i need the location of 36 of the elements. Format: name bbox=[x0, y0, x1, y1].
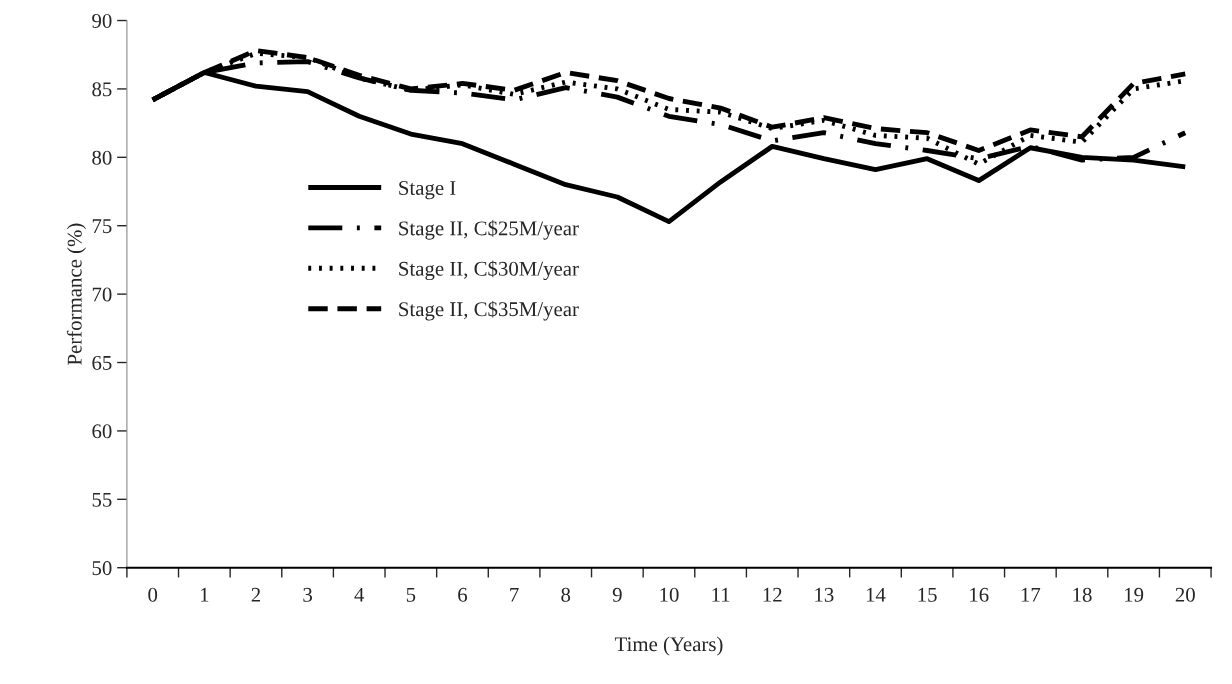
y-tick-label: 55 bbox=[92, 492, 112, 507]
x-tick-label: 3 bbox=[303, 587, 312, 602]
y-axis-title: Performance (%) bbox=[66, 223, 86, 365]
x-tick-label: 17 bbox=[1021, 587, 1041, 602]
x-tick-label: 11 bbox=[712, 587, 730, 602]
y-tick-label: 60 bbox=[92, 424, 112, 439]
x-tick-label: 1 bbox=[200, 587, 209, 602]
y-tick-label: 80 bbox=[92, 150, 112, 165]
x-tick-label: 5 bbox=[406, 587, 416, 602]
legend-label: Stage II, C$30M/year bbox=[399, 260, 579, 281]
legend-label: Stage II, C$25M/year bbox=[399, 220, 579, 240]
y-tick-label: 50 bbox=[92, 561, 112, 576]
x-axis-title: Time (Years) bbox=[614, 636, 723, 656]
x-tick-label: 0 bbox=[148, 587, 158, 602]
x-tick-label: 7 bbox=[510, 587, 519, 602]
x-tick-label: 4 bbox=[354, 587, 365, 602]
y-tick-label: 75 bbox=[92, 219, 112, 234]
x-tick-label: 8 bbox=[561, 587, 571, 602]
y-tick-label: 70 bbox=[92, 287, 112, 302]
y-tick-label: 90 bbox=[92, 13, 112, 28]
x-tick-label: 6 bbox=[458, 587, 468, 602]
x-tick-label: 14 bbox=[866, 587, 886, 602]
x-tick-label: 15 bbox=[918, 587, 937, 602]
x-tick-label: 10 bbox=[660, 587, 679, 602]
y-tick-label: 85 bbox=[92, 82, 112, 97]
x-tick-label: 20 bbox=[1175, 587, 1195, 602]
legend-label: Stage I bbox=[399, 180, 456, 200]
x-tick-label: 16 bbox=[970, 587, 989, 602]
x-tick-label: 12 bbox=[763, 587, 782, 602]
y-tick-label: 65 bbox=[92, 355, 112, 370]
x-tick-label: 13 bbox=[815, 587, 834, 602]
x-tick-label: 19 bbox=[1125, 587, 1144, 602]
x-tick-label: 2 bbox=[251, 587, 261, 602]
legend-label: Stage II, C$35M/year bbox=[399, 300, 579, 321]
x-tick-label: 9 bbox=[612, 587, 622, 602]
x-tick-label: 18 bbox=[1073, 587, 1092, 602]
